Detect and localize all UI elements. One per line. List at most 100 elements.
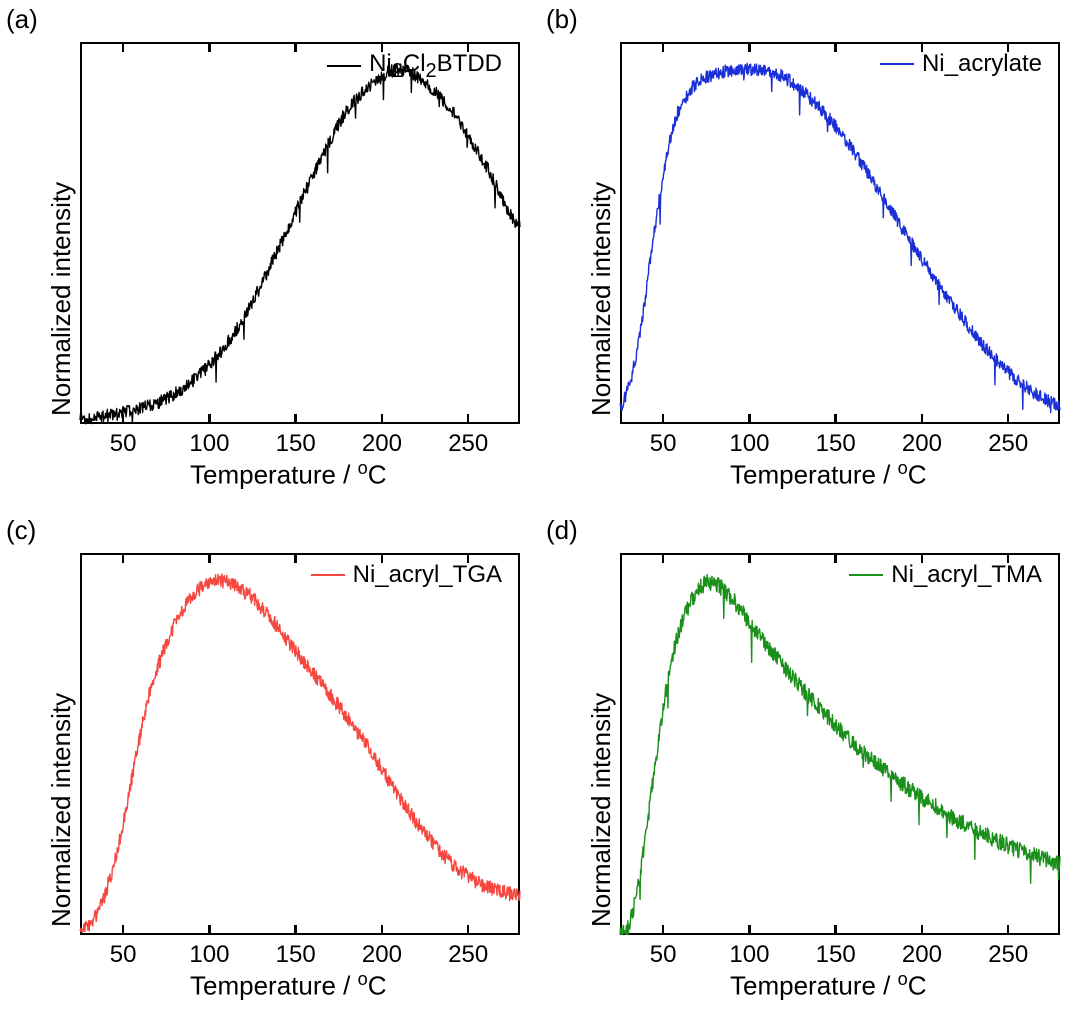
xtick-label: 250 (438, 941, 498, 969)
y-axis-label-a: Normalized intensity (46, 182, 77, 416)
xtick-top (467, 553, 470, 563)
xtick-bottom (381, 414, 384, 424)
trace-c (80, 553, 520, 935)
panel-label-d: (d) (546, 515, 578, 546)
xtick-top (921, 42, 924, 52)
panel-c: (c) Ni_acryl_TGA Normalized intensity Te… (0, 511, 540, 1022)
plot-area-d: Ni_acryl_TMA Normalized intensity Temper… (620, 553, 1060, 935)
legend-swatch-b (880, 63, 914, 65)
xtick-bottom (662, 925, 665, 935)
xtick-top (748, 553, 751, 563)
xtick-label: 150 (266, 941, 326, 969)
xlabel-pre-b: Temperature / (730, 460, 898, 490)
y-axis-label-b: Normalized intensity (586, 182, 617, 416)
xlabel-pre: Temperature / (190, 460, 358, 490)
xtick-bottom (748, 414, 751, 424)
legend-swatch-d (849, 574, 883, 576)
legend-d: Ni_acryl_TMA (849, 561, 1042, 589)
xtick-top (1007, 553, 1010, 563)
degree-super-c: o (358, 969, 368, 989)
panel-b: (b) Ni_acrylate Normalized intensity Tem… (540, 0, 1080, 511)
legend-a: Ni2Cl2BTDD (327, 50, 502, 83)
xlabel-c-d: C (908, 971, 927, 1001)
xlabel-c: C (368, 460, 387, 490)
xtick-label: 100 (719, 430, 779, 458)
xtick-top (748, 42, 751, 52)
trace-d (620, 553, 1060, 935)
xtick-top (122, 553, 125, 563)
figure-grid: (a) Ni2Cl2BTDD Normalized intensity Temp… (0, 0, 1080, 1022)
legend-cl: Cl (403, 50, 426, 77)
xtick-top (467, 42, 470, 52)
xtick-label: 50 (93, 941, 153, 969)
xtick-label: 200 (352, 941, 412, 969)
xtick-label: 200 (892, 941, 952, 969)
xtick-label: 50 (633, 941, 693, 969)
xtick-bottom (208, 414, 211, 424)
xtick-label: 200 (352, 430, 412, 458)
xtick-bottom (208, 925, 211, 935)
panel-a: (a) Ni2Cl2BTDD Normalized intensity Temp… (0, 0, 540, 511)
plot-area-b: Ni_acrylate Normalized intensity Tempera… (620, 42, 1060, 424)
legend-btdd: BTDD (437, 50, 502, 77)
xtick-label: 150 (266, 430, 326, 458)
x-axis-label-c: Temperature / oC (190, 969, 387, 1002)
xtick-top (662, 42, 665, 52)
legend-text-c: Ni_acryl_TGA (353, 561, 502, 589)
xtick-top (1007, 42, 1010, 52)
xtick-bottom (921, 925, 924, 935)
xtick-bottom (122, 414, 125, 424)
xtick-label: 150 (806, 430, 866, 458)
xtick-bottom (748, 925, 751, 935)
legend-sub-2a: 2 (392, 60, 403, 82)
xtick-top (381, 42, 384, 52)
x-axis-label-d: Temperature / oC (730, 969, 927, 1002)
trace-b (620, 42, 1060, 424)
xtick-bottom (662, 414, 665, 424)
xtick-bottom (381, 925, 384, 935)
xtick-bottom (834, 414, 837, 424)
xtick-label: 250 (438, 430, 498, 458)
xlabel-c-b: C (908, 460, 927, 490)
legend-c: Ni_acryl_TGA (311, 561, 502, 589)
legend-text-a: Ni2Cl2BTDD (369, 50, 502, 83)
x-axis-label-a: Temperature / oC (190, 458, 387, 491)
series-line-b (620, 63, 1060, 412)
xtick-top (662, 553, 665, 563)
xtick-label: 250 (978, 430, 1038, 458)
y-axis-label-d: Normalized intensity (586, 693, 617, 927)
xtick-bottom (122, 925, 125, 935)
plot-area-c: Ni_acryl_TGA Normalized intensity Temper… (80, 553, 520, 935)
xtick-bottom (834, 925, 837, 935)
xtick-bottom (294, 925, 297, 935)
xtick-top (294, 42, 297, 52)
legend-swatch-c (311, 574, 345, 576)
xtick-bottom (921, 414, 924, 424)
degree-super-b: o (898, 458, 908, 478)
xtick-bottom (1007, 925, 1010, 935)
x-axis-label-b: Temperature / oC (730, 458, 927, 491)
xtick-label: 50 (633, 430, 693, 458)
xtick-top (208, 42, 211, 52)
degree-super-a: o (358, 458, 368, 478)
xlabel-pre-d: Temperature / (730, 971, 898, 1001)
xtick-label: 150 (806, 941, 866, 969)
xtick-top (834, 42, 837, 52)
series-line-c (80, 574, 520, 932)
xtick-bottom (467, 414, 470, 424)
xtick-label: 50 (93, 430, 153, 458)
xtick-label: 250 (978, 941, 1038, 969)
legend-text-b: Ni_acrylate (922, 50, 1042, 78)
xtick-bottom (1007, 414, 1010, 424)
xtick-bottom (467, 925, 470, 935)
legend-sub-2b: 2 (426, 60, 437, 82)
legend-b: Ni_acrylate (880, 50, 1042, 78)
xtick-label: 100 (179, 430, 239, 458)
xtick-label: 100 (179, 941, 239, 969)
y-axis-label-c: Normalized intensity (46, 693, 77, 927)
xtick-top (294, 553, 297, 563)
degree-super-d: o (898, 969, 908, 989)
plot-area-a: Ni2Cl2BTDD Normalized intensity Temperat… (80, 42, 520, 424)
legend-swatch-a (327, 65, 361, 67)
xlabel-c-c: C (368, 971, 387, 1001)
